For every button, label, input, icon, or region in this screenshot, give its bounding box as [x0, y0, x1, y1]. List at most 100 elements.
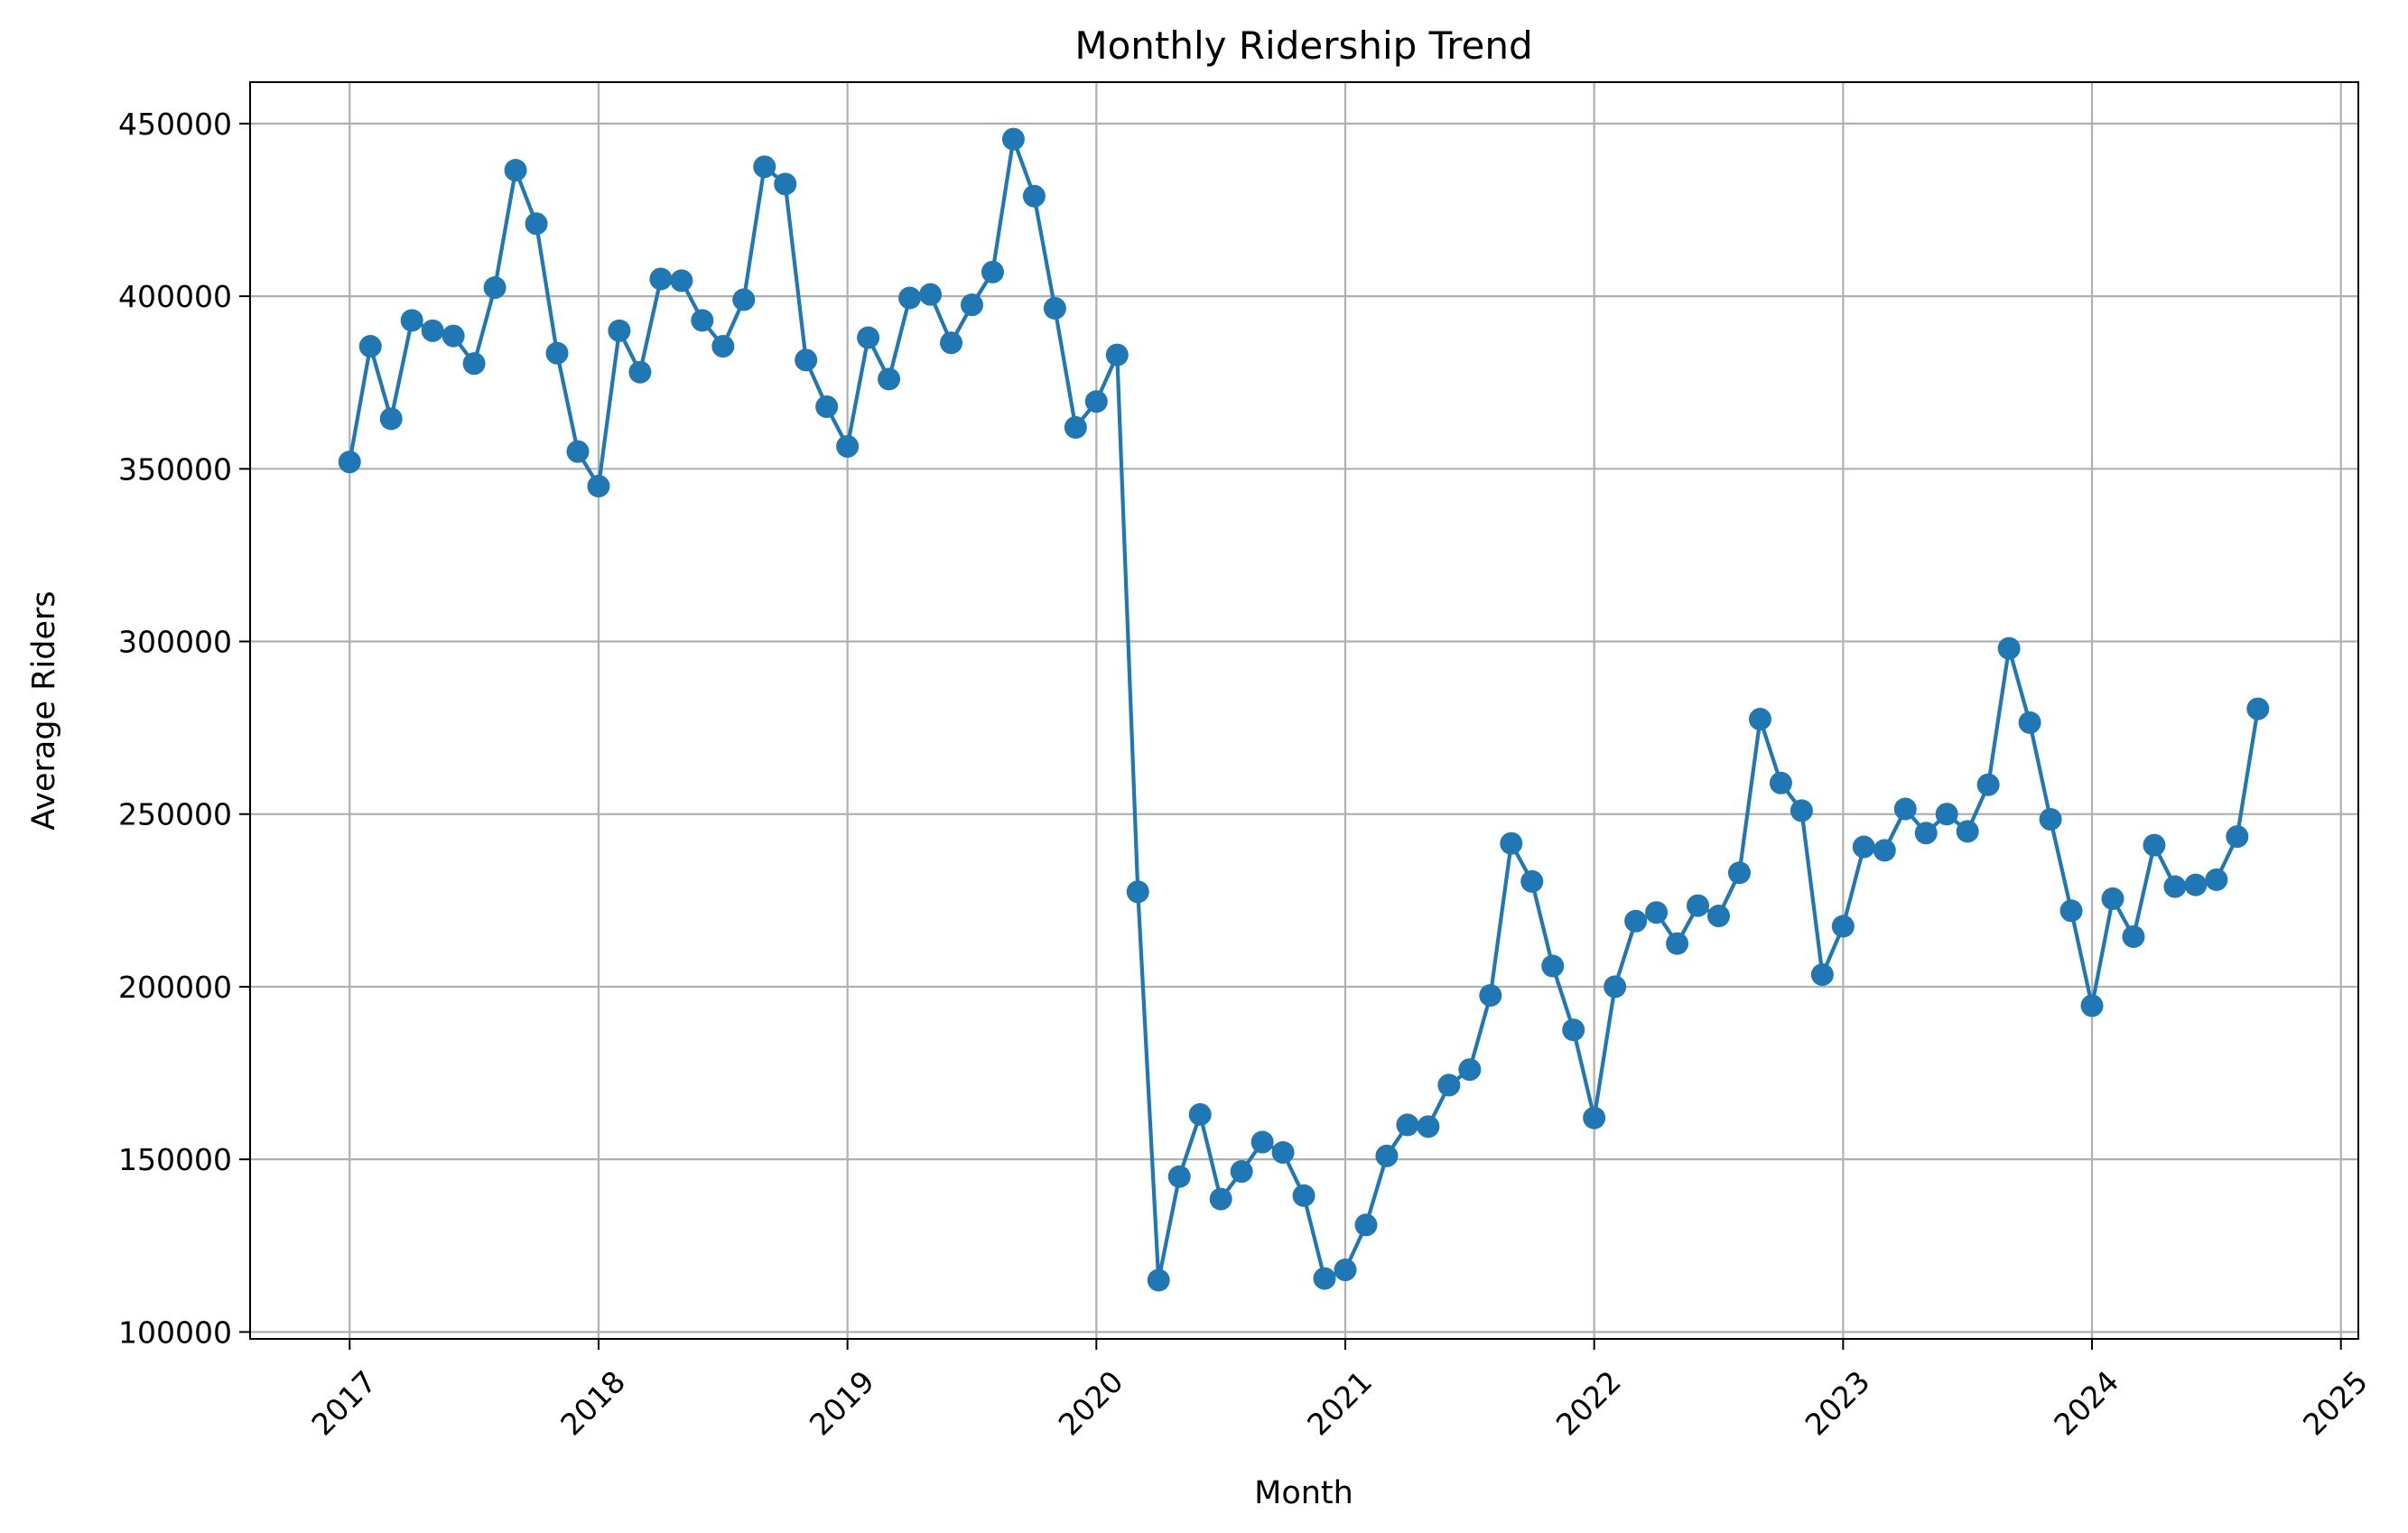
data-point [1250, 1130, 1274, 1154]
data-point [1500, 832, 1523, 855]
data-point [1458, 1058, 1482, 1082]
data-point [587, 474, 610, 497]
data-point [1105, 343, 1129, 367]
data-point [1914, 822, 1938, 845]
data-point [483, 276, 507, 300]
data-point [400, 309, 423, 332]
data-point [1893, 797, 1917, 821]
data-point [1375, 1144, 1399, 1167]
data-point [711, 335, 735, 358]
data-point [1790, 799, 1813, 822]
data-point [1852, 835, 1875, 859]
data-point [1022, 184, 1046, 208]
data-point [795, 348, 818, 372]
data-point [1230, 1160, 1253, 1184]
data-point [442, 324, 465, 348]
data-point [1748, 708, 1771, 731]
y-tick-label: 200000 [118, 970, 232, 1005]
data-point [1666, 932, 1689, 955]
data-point [649, 267, 673, 291]
data-point [1043, 296, 1066, 320]
y-tick-label: 300000 [118, 625, 232, 660]
data-point [1084, 390, 1108, 413]
data-point [1583, 1106, 1606, 1129]
data-point [1997, 636, 2021, 660]
data-point [525, 212, 548, 236]
data-point [1976, 773, 2000, 796]
data-point [1064, 415, 1087, 439]
data-point [1769, 771, 1792, 794]
data-point [2018, 711, 2041, 734]
data-point [1313, 1267, 1336, 1290]
data-point [732, 288, 756, 311]
data-point [504, 159, 527, 182]
data-point [1645, 901, 1669, 924]
data-point [878, 367, 901, 391]
data-point [1479, 983, 1502, 1007]
data-point [1209, 1187, 1232, 1211]
data-point [1935, 803, 1958, 826]
data-point [1292, 1184, 1316, 1207]
data-point [1354, 1213, 1378, 1237]
data-point [1956, 820, 1979, 843]
data-point [1437, 1073, 1461, 1097]
data-point [2122, 924, 2145, 948]
data-point [2080, 994, 2104, 1017]
y-tick-label: 350000 [118, 451, 232, 487]
data-point [753, 155, 776, 179]
data-point [1271, 1140, 1295, 1164]
data-point [1831, 915, 1855, 938]
data-point [608, 319, 631, 342]
data-point [1126, 880, 1149, 904]
data-point [358, 335, 382, 358]
data-point [1810, 963, 1834, 987]
data-point [1001, 127, 1025, 151]
y-tick-label: 450000 [118, 107, 232, 142]
data-point [1687, 894, 1710, 917]
data-point [2246, 697, 2270, 720]
data-point [1562, 1018, 1585, 1042]
data-point [421, 319, 444, 342]
data-point [2184, 873, 2208, 897]
data-point [545, 341, 569, 365]
data-point [566, 440, 590, 463]
y-tick-label: 150000 [118, 1142, 232, 1177]
chart-title: Monthly Ridership Trend [1074, 23, 1532, 68]
data-point [1520, 869, 1544, 893]
data-point [1417, 1115, 1440, 1138]
data-point [1334, 1259, 1357, 1282]
data-point [2059, 899, 2083, 923]
data-point [1624, 909, 1648, 933]
data-point [774, 172, 797, 196]
data-point [2163, 875, 2187, 898]
y-tick-label: 250000 [118, 797, 232, 832]
data-point [857, 326, 880, 349]
data-point [939, 331, 962, 355]
data-point [628, 360, 652, 384]
data-point [898, 286, 922, 310]
data-point [379, 407, 403, 431]
data-point [1727, 861, 1751, 885]
data-point [2205, 868, 2228, 891]
data-point [2039, 807, 2062, 831]
y-axis-title: Average Riders [26, 590, 62, 830]
data-point [960, 293, 983, 317]
data-point [1707, 905, 1731, 928]
data-point [1188, 1102, 1212, 1126]
data-point [2143, 833, 2166, 857]
data-point [1541, 954, 1565, 978]
data-point [670, 269, 693, 293]
data-point [981, 260, 1004, 283]
x-axis-title: Month [1254, 1475, 1353, 1511]
data-point [1167, 1165, 1191, 1188]
data-point [1396, 1113, 1419, 1137]
plot-area-frame [249, 81, 2359, 1340]
data-point [691, 309, 714, 332]
data-points [338, 127, 2270, 1292]
y-tick-label: 400000 [118, 279, 232, 314]
data-point [836, 434, 860, 458]
data-point [1604, 975, 1627, 999]
data-point [815, 395, 839, 418]
